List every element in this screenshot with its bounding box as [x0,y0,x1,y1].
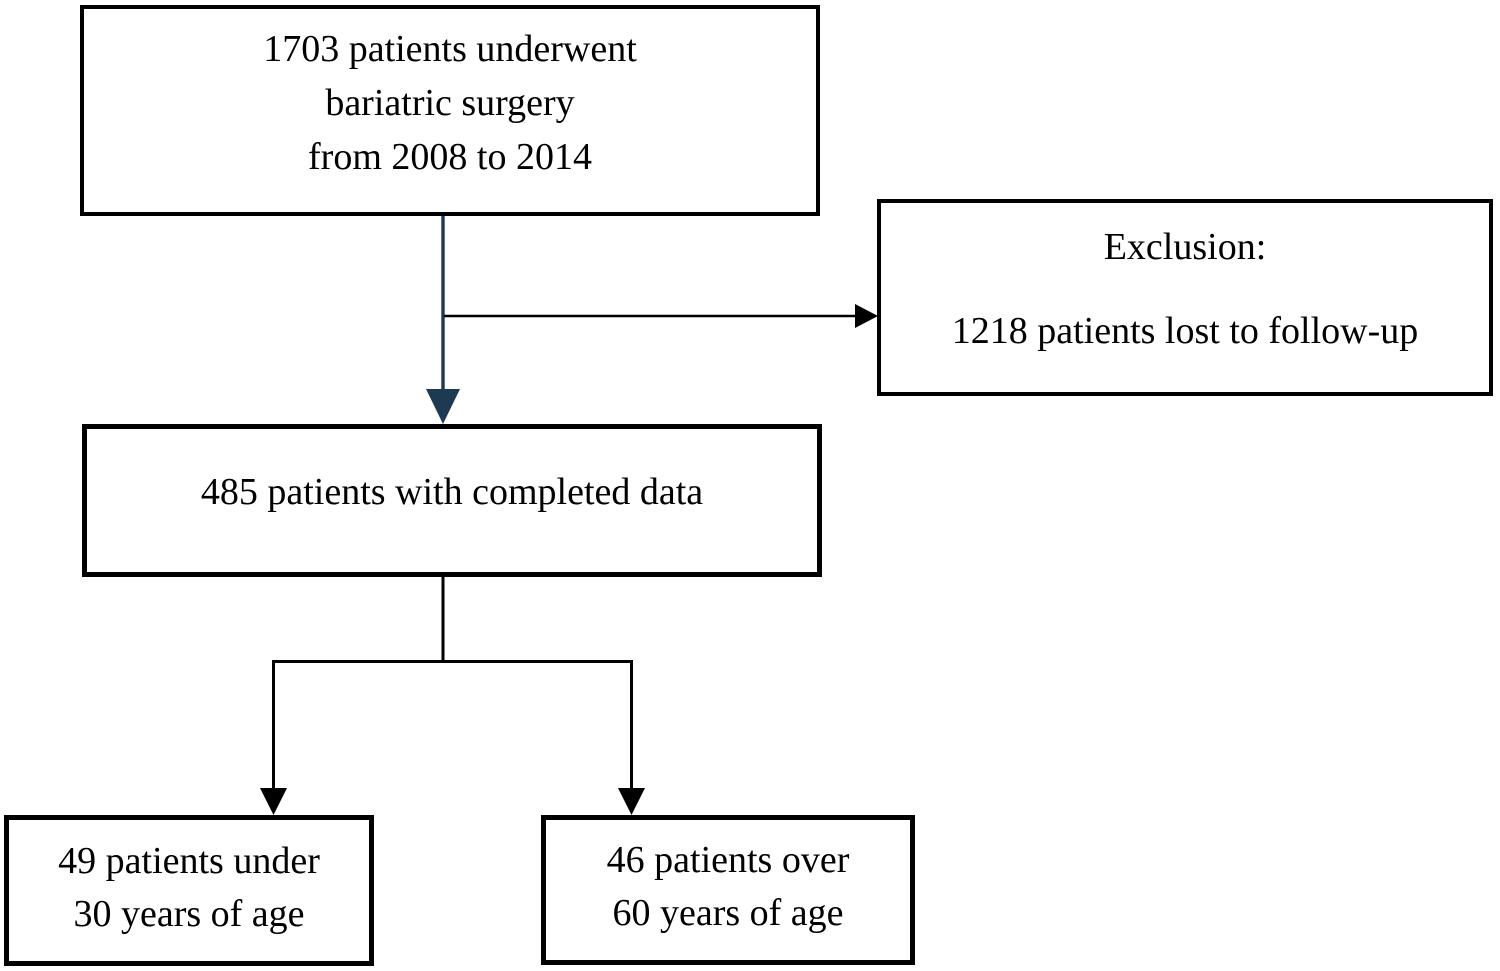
box-enrollment: 1703 patients underwent bariatric surger… [80,5,820,216]
enrollment-line-2: bariatric surgery [325,81,575,124]
arrowhead-to-exclusion [855,304,878,328]
under-30-line-1: 49 patients under [58,839,320,882]
box-over-60: 46 patients over 60 years of age [541,815,915,965]
under-30-line-2: 30 years of age [73,892,305,935]
arrowhead-to-over60 [618,788,645,815]
arrowhead-to-under30 [260,788,287,815]
arrowhead-enrollment-to-completed [426,389,460,424]
exclusion-detail: 1218 patients lost to follow-up [951,309,1419,352]
exclusion-title: Exclusion: [1103,225,1267,268]
completed-data-label: 485 patients with completed data [200,470,704,513]
enrollment-line-3: from 2008 to 2014 [308,135,592,178]
enrollment-line-1: 1703 patients underwent [263,27,637,70]
over-60-line-1: 46 patients over [606,839,850,881]
over-60-line-2: 60 years of age [612,892,844,934]
box-exclusion: Exclusion: 1218 patients lost to follow-… [877,199,1493,396]
box-under-30: 49 patients under 30 years of age [4,815,374,966]
box-completed-data: 485 patients with completed data [82,424,822,577]
